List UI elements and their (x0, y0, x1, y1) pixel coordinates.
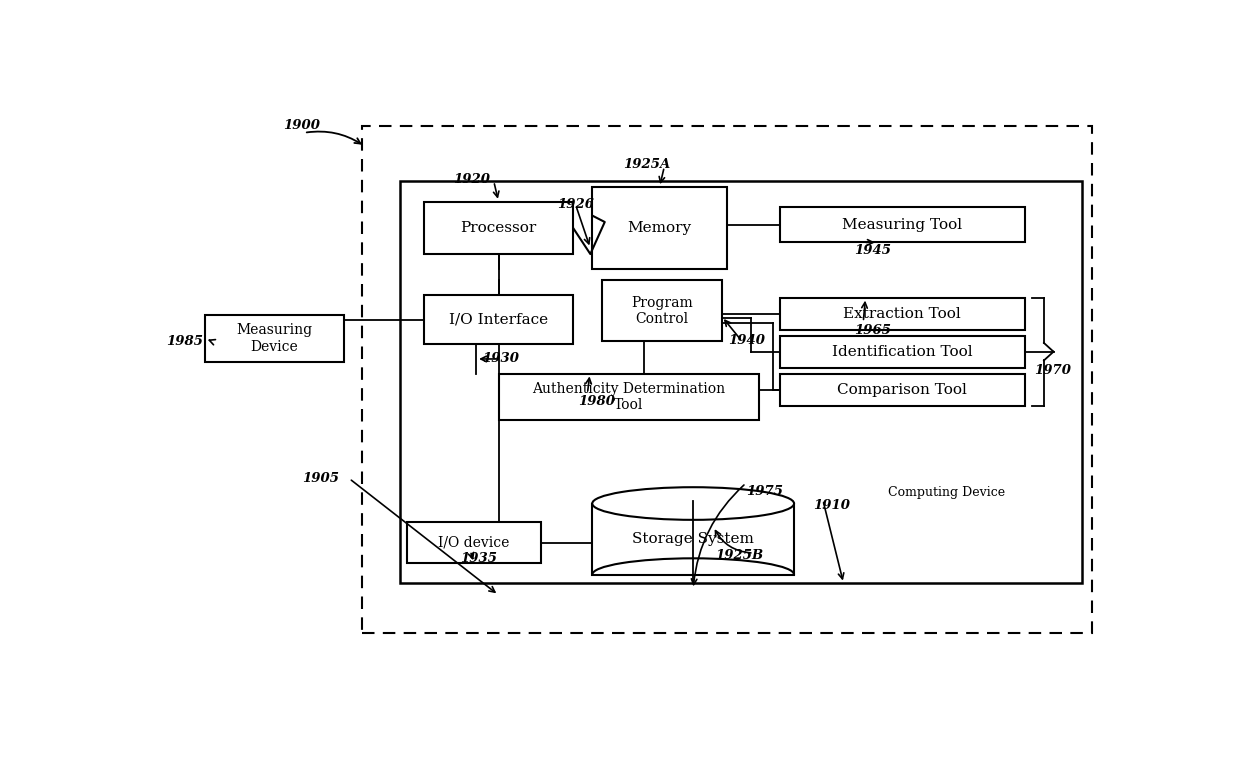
Bar (362, 126, 1092, 633)
Text: Storage System: Storage System (632, 532, 754, 546)
Text: Measuring Tool: Measuring Tool (842, 218, 962, 232)
Text: I/O device: I/O device (439, 536, 510, 550)
Bar (424, 201, 573, 254)
Text: 1930: 1930 (481, 352, 518, 365)
Text: 1910: 1910 (813, 499, 851, 512)
Text: 1970: 1970 (1034, 364, 1071, 377)
Bar (780, 298, 1024, 330)
Text: Program
Control: Program Control (631, 296, 693, 326)
Text: Memory: Memory (627, 221, 692, 235)
Bar (780, 373, 1024, 406)
Bar (780, 335, 1024, 368)
Text: Comparison Tool: Comparison Tool (837, 382, 967, 397)
Text: 1965: 1965 (853, 324, 890, 337)
Bar (601, 280, 722, 341)
Bar (401, 181, 1083, 584)
Bar (407, 522, 542, 563)
Text: Authenticity Determination
Tool: Authenticity Determination Tool (532, 382, 725, 412)
Text: 1940: 1940 (728, 335, 765, 347)
Text: Measuring
Device: Measuring Device (237, 323, 312, 354)
Text: 1945: 1945 (853, 244, 890, 257)
Text: Identification Tool: Identification Tool (832, 344, 972, 359)
Text: 1975: 1975 (746, 484, 782, 497)
Bar (593, 503, 794, 575)
Text: 1935: 1935 (460, 553, 497, 565)
Text: 1980: 1980 (578, 395, 615, 408)
Bar (498, 373, 759, 420)
Text: Extraction Tool: Extraction Tool (843, 307, 961, 321)
Text: Processor: Processor (460, 221, 537, 235)
Bar (780, 207, 1024, 242)
Text: 1925B: 1925B (715, 549, 764, 562)
Text: 1905: 1905 (303, 472, 340, 485)
Text: I/O Interface: I/O Interface (449, 313, 548, 326)
Bar (424, 295, 573, 344)
Text: 1900: 1900 (283, 119, 320, 132)
Text: Computing Device: Computing Device (888, 486, 1006, 499)
Ellipse shape (593, 488, 794, 520)
Text: 1925A: 1925A (622, 158, 671, 171)
Text: 1926: 1926 (557, 198, 594, 211)
Bar (205, 315, 345, 362)
Text: 1920: 1920 (453, 173, 490, 186)
Bar (593, 187, 727, 269)
Text: 1985: 1985 (166, 335, 203, 348)
